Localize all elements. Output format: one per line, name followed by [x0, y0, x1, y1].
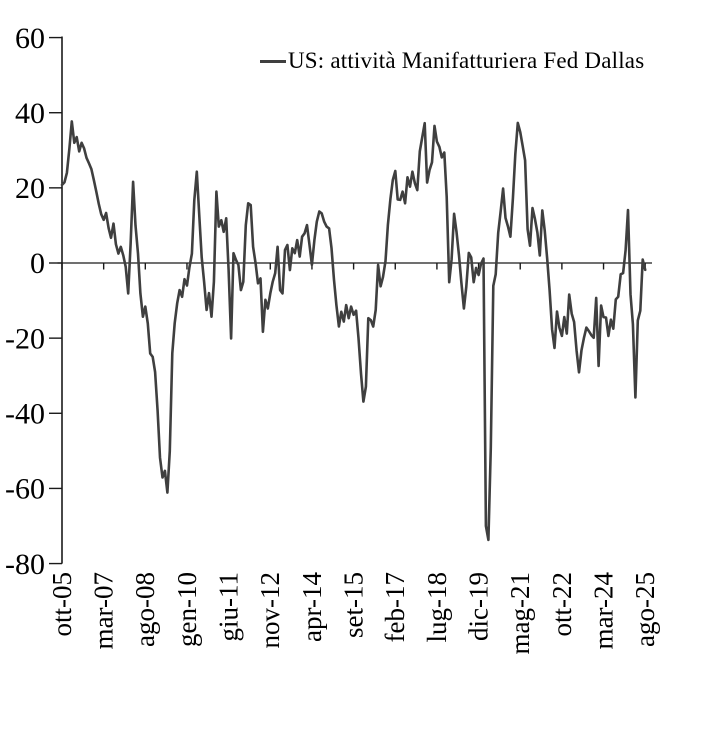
- y-tick-label: 40: [15, 97, 45, 130]
- x-tick-label: set-15: [339, 572, 369, 638]
- x-tick-label: feb-17: [380, 572, 410, 642]
- y-tick-label: -20: [5, 322, 45, 355]
- y-tick-label: -40: [5, 397, 45, 430]
- x-tick-label: gen-10: [172, 572, 202, 647]
- y-tick-label: -80: [5, 548, 45, 581]
- x-tick-label: ott-05: [47, 572, 77, 637]
- y-tick-label: -60: [5, 473, 45, 506]
- y-tick-label: 20: [15, 172, 45, 205]
- x-tick-label: mag-21: [505, 572, 535, 654]
- x-axis-labels: ott-05 mar-07 ago-08 gen-10 giu-11 nov-12 apr-…: [47, 572, 660, 655]
- x-tick-label: giu-11: [214, 572, 244, 642]
- x-tick-label: mar-24: [588, 572, 618, 650]
- legend-label: US: attività Manifatturiera Fed Dallas: [288, 48, 645, 73]
- x-tick-label: ott-22: [547, 572, 577, 637]
- x-tick-label: mar-07: [89, 572, 119, 649]
- legend-line-marker-icon: [260, 59, 286, 63]
- series-line: [60, 120, 647, 542]
- x-tick-label: lug-18: [422, 572, 452, 643]
- x-tick-label: ago-08: [130, 572, 160, 647]
- x-tick-label: apr-14: [297, 572, 327, 642]
- y-axis-labels: 60 40 20 0 -20 -40 -60 -80: [5, 22, 45, 581]
- y-tick-label: 60: [15, 22, 45, 55]
- x-axis-ticks: [61, 263, 646, 270]
- y-axis-ticks: [49, 36, 62, 565]
- y-tick-label: 0: [30, 247, 45, 280]
- x-tick-label: nov-12: [255, 572, 285, 649]
- x-tick-label: ago-25: [630, 572, 660, 647]
- legend: US: attività Manifatturiera Fed Dallas: [260, 48, 644, 74]
- x-tick-label: dic-19: [464, 572, 494, 641]
